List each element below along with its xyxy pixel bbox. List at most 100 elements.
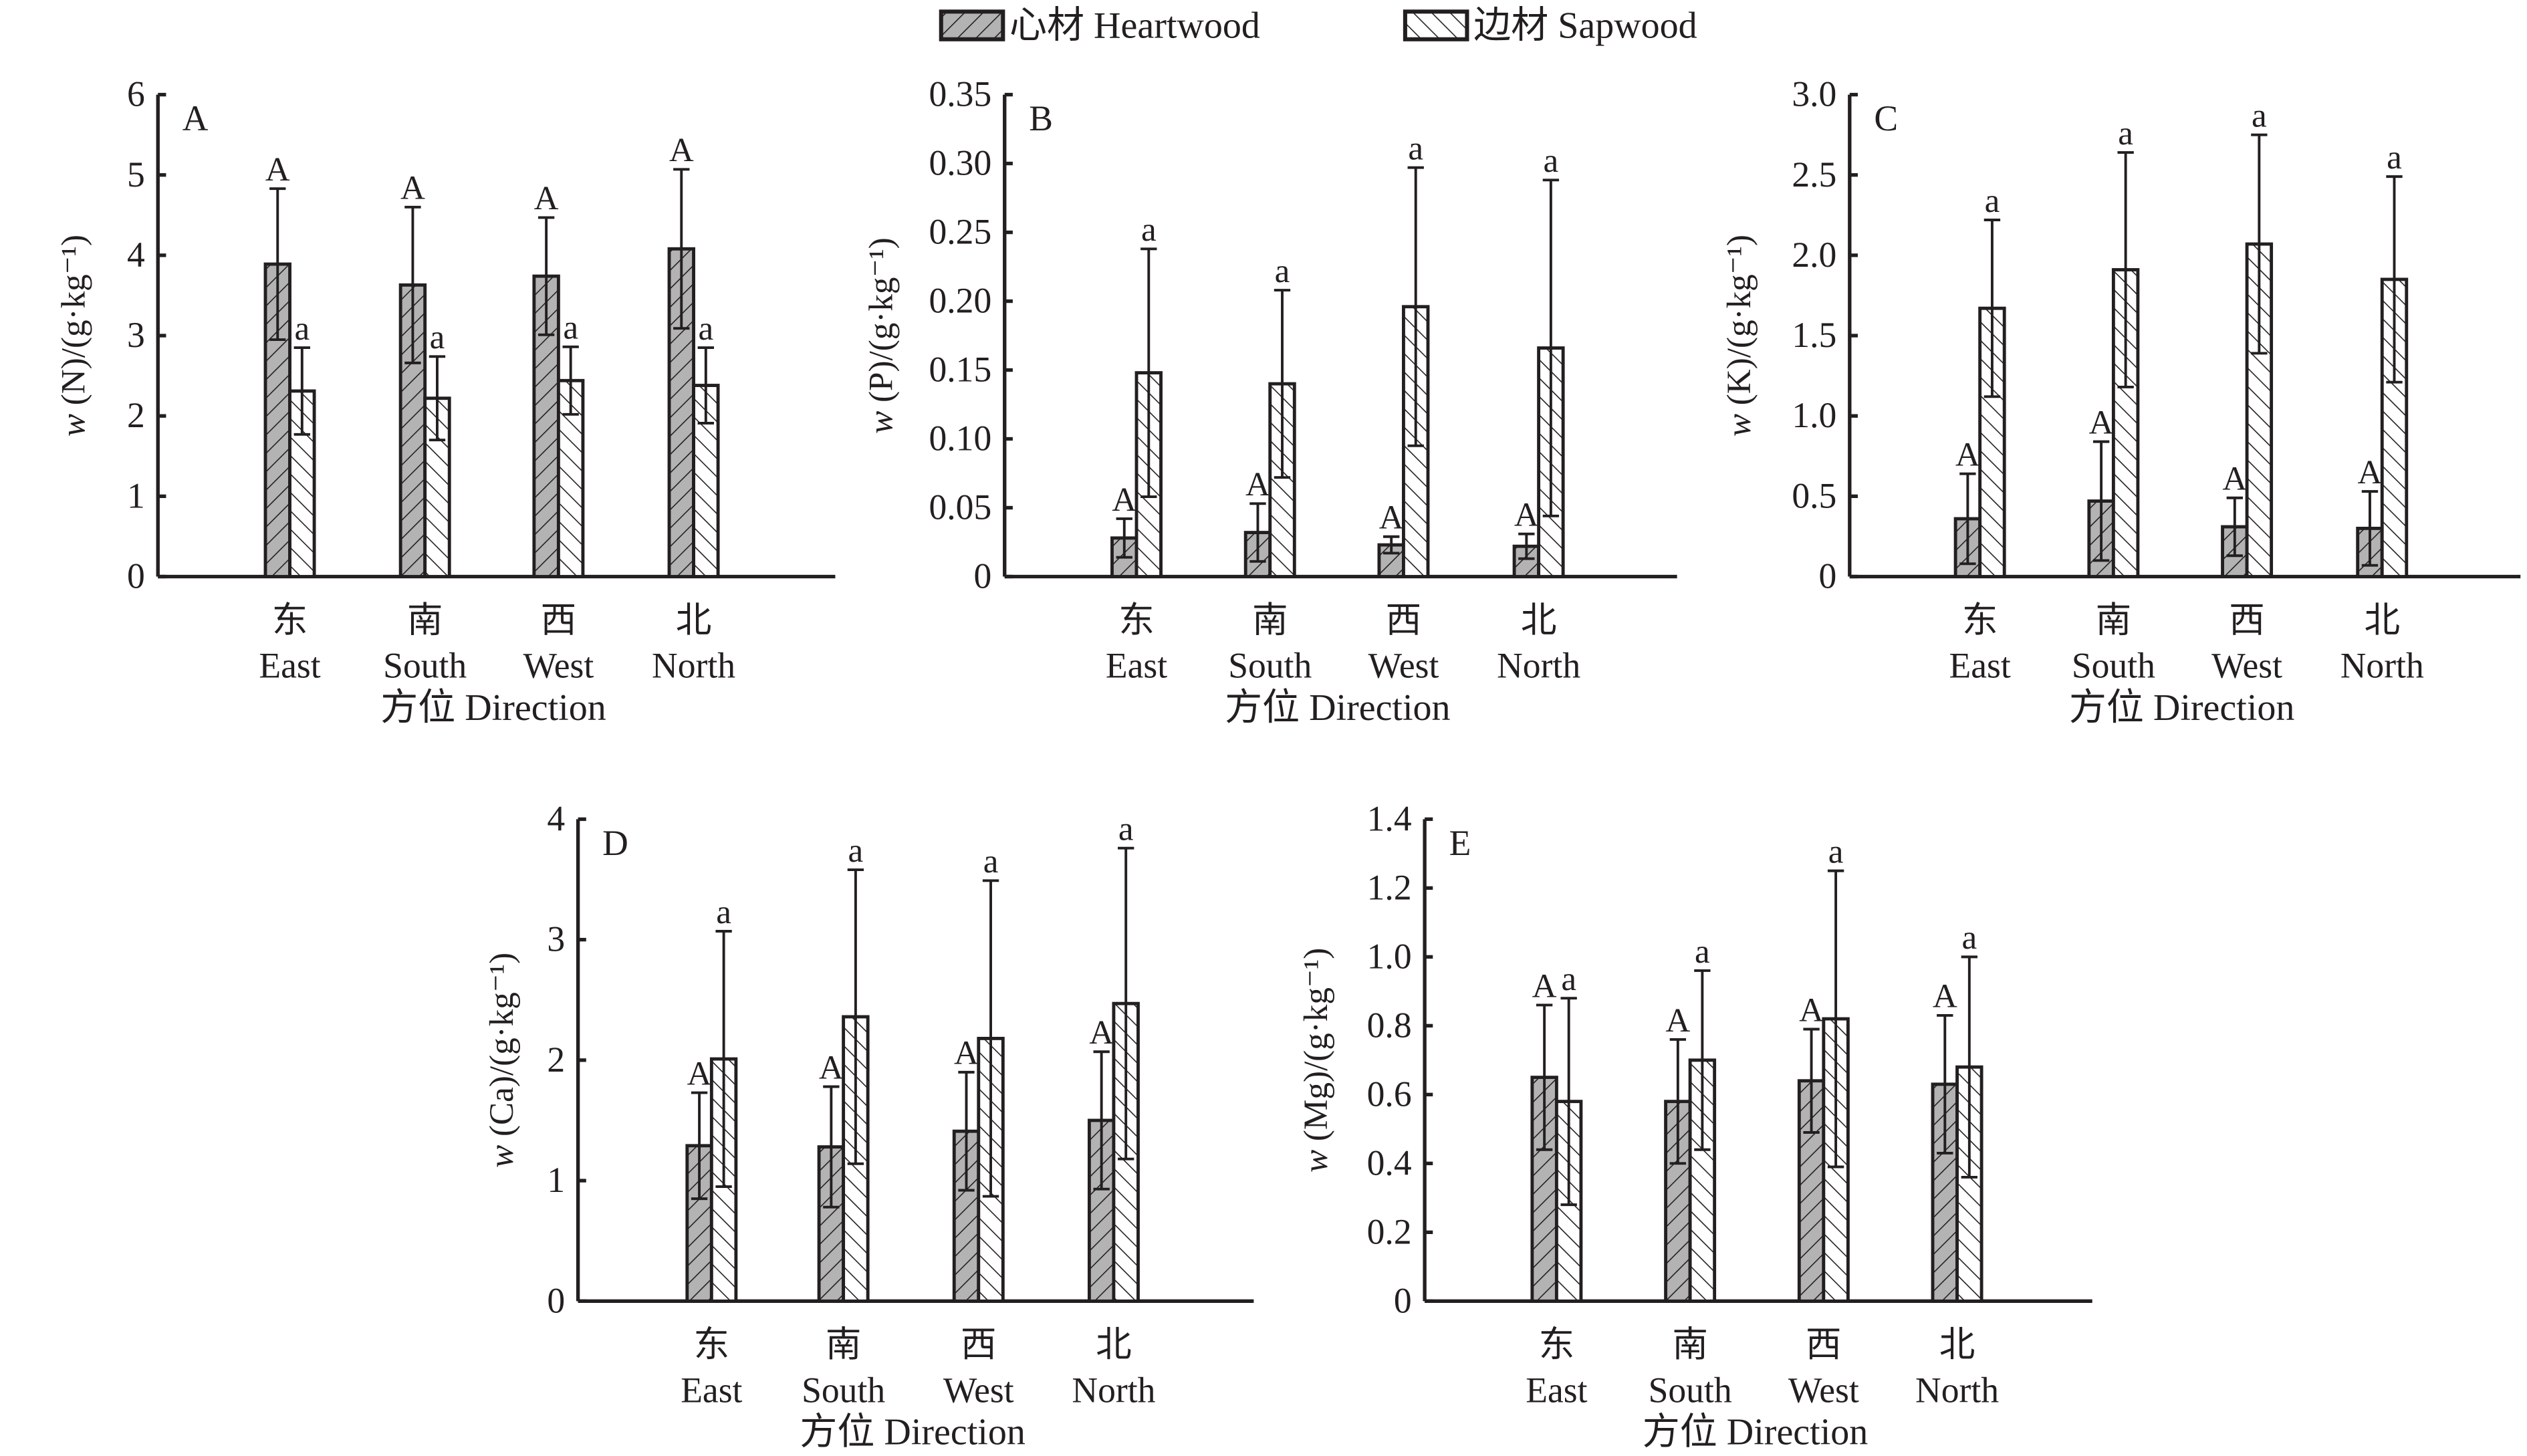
x-tick-label: West (1368, 645, 1439, 685)
y-tick-label: 3 (127, 315, 145, 355)
y-axis-title-unit: (N)/(g·kg⁻¹) (55, 235, 93, 405)
x-tick-label-cn: 北 (2364, 600, 2400, 640)
x-tick-label: North (1497, 645, 1580, 685)
x-tick-label-cn: 北 (1939, 1324, 1975, 1364)
chart-panel-d: 0 1 2 3 4Dw (Ca)/(g·kg⁻¹) Aa 东 East Aa 南 South Aa 西W… (483, 798, 1254, 1453)
y-axis-title-variable: w (55, 405, 93, 437)
panel-letter: D (602, 823, 628, 863)
chart-panel-c: 0 0.5 1.0 1.5 2.0 2.5 3.0 Cw (K)/(g·kg⁻¹) Aa 东 Eas… (1720, 74, 2521, 729)
significance-letter: a (2387, 138, 2402, 176)
legend-swatch-sapwood (1403, 9, 1469, 41)
y-tick-label: 1.4 (1367, 798, 1412, 838)
x-tick-label: West (523, 645, 594, 685)
significance-letter: A (2089, 403, 2114, 441)
significance-letter: A (819, 1048, 844, 1086)
significance-letter: a (563, 309, 578, 347)
significance-letter: A (1532, 967, 1557, 1005)
y-tick-label: 0.25 (929, 212, 991, 252)
x-tick-label-cn: 南 (826, 1324, 862, 1364)
significance-letter: a (430, 318, 445, 356)
significance-letter: A (1112, 481, 1136, 519)
y-axis-title-variable: w (483, 1136, 521, 1168)
y-axis-title-variable: w (1297, 1141, 1335, 1173)
significance-letter: A (1955, 436, 1980, 474)
x-tick-label: East (1526, 1370, 1587, 1410)
x-tick-label: East (1949, 645, 2011, 685)
significance-letter: a (1408, 130, 1423, 168)
x-axis-title: 方位 Direction (800, 1412, 1025, 1453)
y-tick-label: 4 (547, 798, 565, 838)
x-tick-label: East (1106, 645, 1167, 685)
x-axis-title: 方位 Direction (1225, 687, 1450, 729)
x-tick-label: North (652, 645, 735, 685)
y-tick-label: 0.4 (1367, 1142, 1412, 1183)
x-tick-label: West (943, 1370, 1014, 1410)
significance-letter: A (1933, 977, 1957, 1015)
significance-letter: a (1561, 960, 1576, 998)
x-tick-label-cn: 东 (1539, 1324, 1575, 1364)
y-tick-label: 2.0 (1792, 235, 1836, 275)
x-tick-label-cn: 西 (1386, 600, 1422, 640)
y-tick-label: 0 (1819, 556, 1837, 596)
x-tick-label-cn: 北 (1521, 600, 1557, 640)
x-tick-label: West (1788, 1370, 1859, 1410)
y-tick-label: 1 (127, 475, 145, 515)
y-axis-title-variable: w (1720, 405, 1758, 437)
y-axis-title-unit: (K)/(g·kg⁻¹) (1720, 235, 1758, 405)
y-axis-title: w (N)/(g·kg⁻¹) (55, 235, 93, 437)
x-tick-label-cn: 西 (2229, 600, 2265, 640)
panel-letter: C (1874, 98, 1898, 138)
legend-item-sapwood: 边材 Sapwood (1403, 5, 1697, 46)
significance-letter: a (698, 310, 713, 348)
y-tick-label: 0 (127, 556, 145, 596)
x-tick-label: North (1915, 1370, 1999, 1410)
significance-letter: a (1275, 252, 1290, 290)
y-tick-label: 0.8 (1367, 1005, 1412, 1045)
y-axis-title-unit: (Mg)/(g·kg⁻¹) (1297, 948, 1335, 1141)
y-tick-label: 0 (973, 556, 991, 596)
x-tick-label-cn: 北 (676, 600, 712, 640)
x-axis-title: 方位 Direction (380, 687, 606, 729)
x-tick-label-cn: 西 (961, 1324, 997, 1364)
y-tick-label: 0.10 (929, 418, 991, 459)
y-tick-label: 6 (127, 74, 145, 114)
x-tick-label-cn: 南 (2096, 600, 2132, 640)
y-tick-label: 4 (127, 235, 145, 275)
significance-letter: A (1245, 465, 1270, 503)
significance-letter: A (1665, 1001, 1690, 1040)
significance-letter: A (1514, 495, 1539, 533)
y-axis-title: w (P)/(g·kg⁻¹) (862, 237, 900, 434)
legend-label-heartwood: 心材 Heartwood (1009, 5, 1260, 46)
significance-letter: a (1828, 832, 1844, 870)
y-axis-title-unit: (P)/(g·kg⁻¹) (862, 237, 900, 402)
significance-letter: a (1141, 211, 1157, 249)
legend-swatch-heartwood (939, 9, 1005, 41)
y-axis-title: w (Mg)/(g·kg⁻¹) (1297, 948, 1335, 1173)
significance-letter: a (983, 842, 999, 880)
y-tick-label: 5 (127, 154, 145, 195)
y-tick-label: 0.35 (929, 74, 991, 114)
significance-letter: A (1379, 499, 1404, 537)
x-axis-title: 方位 Direction (1643, 1412, 1868, 1453)
y-axis-title: w (K)/(g·kg⁻¹) (1720, 235, 1758, 437)
x-tick-label-cn: 南 (1672, 1324, 1708, 1364)
y-tick-label: 0 (1394, 1280, 1412, 1320)
y-tick-label: 0.6 (1367, 1074, 1412, 1114)
significance-letter: A (669, 131, 694, 169)
y-axis-title-variable: w (862, 402, 900, 434)
y-tick-label: 1 (547, 1160, 565, 1200)
x-tick-label-cn: 东 (272, 600, 308, 640)
y-tick-label: 1.0 (1367, 936, 1412, 976)
x-tick-label: West (2211, 645, 2282, 685)
y-tick-label: 0.15 (929, 350, 991, 390)
y-tick-label: 2 (547, 1040, 565, 1080)
x-tick-label-cn: 东 (1962, 600, 1998, 640)
y-tick-label: 0.05 (929, 487, 991, 527)
y-axis-title-unit: (Ca)/(g·kg⁻¹) (483, 953, 521, 1136)
y-tick-label: 3 (547, 919, 565, 959)
significance-letter: a (1961, 919, 1977, 957)
panel-letter: A (183, 98, 209, 138)
